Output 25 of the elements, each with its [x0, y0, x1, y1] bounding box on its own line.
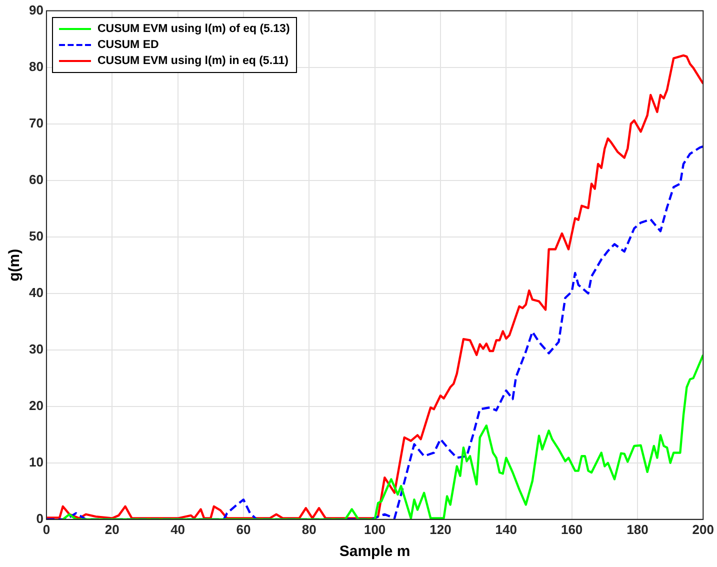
y-tick-label: 80	[28, 58, 44, 74]
y-axis-title: g(m)	[6, 248, 24, 282]
x-tick-label: 80	[302, 522, 316, 537]
x-tick-label: 120	[430, 522, 452, 537]
y-tick-label: 40	[28, 284, 44, 300]
legend-label: CUSUM ED	[97, 38, 159, 51]
y-tick-label: 60	[28, 172, 44, 187]
legend-label: CUSUM EVM using l(m) of eq (5.13)	[97, 22, 290, 35]
x-tick-label: 180	[626, 522, 648, 537]
x-tick-label: 40	[170, 522, 186, 537]
y-tick-label: 70	[28, 115, 44, 130]
x-tick-label: 140	[495, 522, 517, 537]
legend-label: CUSUM EVM using l(m) in eq (5.11)	[97, 54, 289, 67]
y-tick-label: 0	[36, 510, 44, 526]
x-tick-label: 20	[104, 522, 120, 537]
x-tick-label: 100	[364, 522, 386, 537]
x-axis-title: Sample m	[339, 543, 410, 560]
x-tick-label: 160	[560, 522, 583, 537]
y-tick-label: 10	[28, 454, 44, 470]
y-tick-label: 50	[28, 228, 44, 244]
x-tick-label: 60	[236, 522, 251, 537]
y-tick-label: 30	[28, 341, 44, 356]
x-tick-label: 200	[692, 522, 714, 537]
y-tick-label: 90	[28, 2, 44, 18]
y-tick-label: 20	[28, 398, 44, 413]
